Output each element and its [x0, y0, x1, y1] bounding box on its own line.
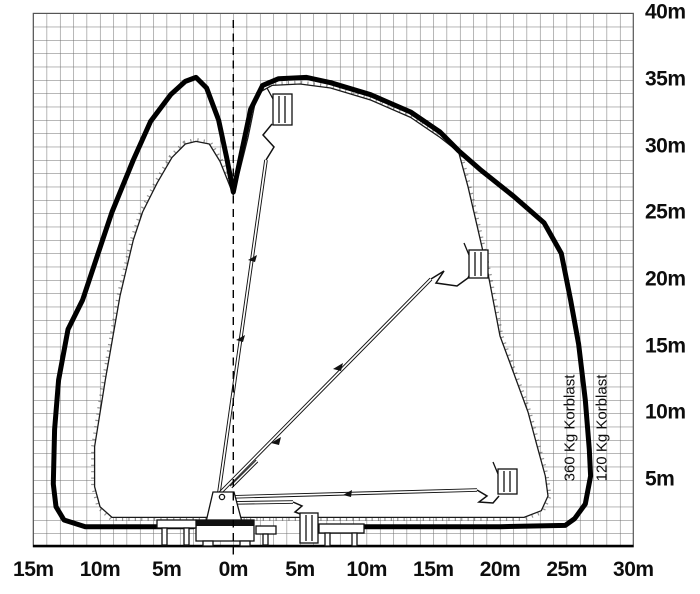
boom-clamp [236, 335, 245, 342]
basket-stowed [299, 512, 319, 544]
outer-curve-label: 120 Kg Korblast [593, 374, 611, 482]
x-tick-label: 15m [413, 558, 454, 581]
y-tick-label: 35m [645, 67, 686, 91]
y-tick-label: 30m [645, 134, 686, 158]
y-tick-label: 10m [645, 400, 686, 424]
x-tick-label: 15m [13, 558, 54, 581]
y-tick-label: 5m [645, 467, 675, 491]
x-tick-label: 5m [285, 558, 315, 581]
boom-lift-drawing [156, 87, 518, 547]
x-tick-label: 30m [613, 558, 654, 581]
inner-curve-label: 360 Kg Korblast [561, 374, 579, 482]
work-baskets [266, 87, 518, 544]
basket-low [492, 461, 518, 495]
x-tick-label: 20m [479, 558, 521, 581]
basket-diagonal [463, 242, 489, 279]
y-tick-label: 15m [645, 334, 686, 358]
y-tick-label: 25m [645, 200, 686, 224]
x-tick-label: 5m [151, 558, 182, 581]
y-tick-label: 40m [645, 0, 686, 24]
basket-top [266, 87, 293, 126]
telescopic-booms [217, 159, 478, 505]
outrigger-right-far [318, 523, 365, 547]
boom-clamp [271, 437, 281, 445]
y-tick-label: 20m [645, 267, 686, 291]
outrigger-left [156, 519, 197, 546]
outrigger-right-near [255, 525, 277, 546]
x-tick-label: 10m [79, 558, 121, 581]
boom-clamp [343, 490, 352, 497]
outer-envelope-120kg [50, 74, 594, 530]
x-tick-label: 25m [546, 558, 587, 581]
x-tick-label: 10m [346, 558, 387, 581]
boom-clamp [333, 363, 343, 371]
x-tick-label: 0m [218, 558, 249, 581]
boom-clamp [248, 255, 257, 262]
